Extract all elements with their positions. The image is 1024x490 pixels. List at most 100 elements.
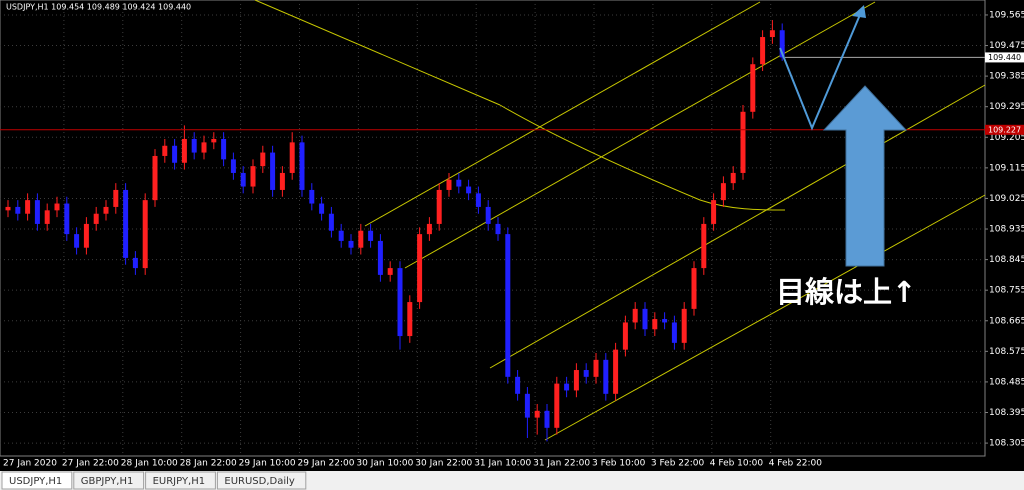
candle-body — [720, 183, 726, 201]
candle-body — [15, 206, 21, 214]
tab[interactable] — [73, 471, 145, 490]
y-tick-label: 108.395 — [989, 408, 1024, 418]
candle-body — [456, 179, 462, 187]
y-tick-label: 109.205 — [989, 133, 1024, 143]
candle-body — [240, 172, 246, 187]
candle-body — [466, 186, 472, 194]
candle-body — [603, 359, 609, 394]
candle-body — [34, 200, 40, 224]
forecast-path — [779, 9, 863, 131]
candle-body — [309, 189, 315, 204]
candle-body — [191, 138, 197, 153]
y-tick-label: 109.475 — [989, 41, 1024, 51]
moving-average — [499, 104, 786, 211]
channel-line — [544, 194, 986, 441]
candle-body — [230, 159, 236, 173]
candle-body — [564, 383, 570, 391]
candle-body — [358, 230, 364, 248]
candle-body — [54, 203, 60, 211]
x-tick-label: 28 Jan 10:00 — [121, 459, 178, 469]
y-tick-label: 108.935 — [989, 225, 1024, 235]
tabs: USDJPY,H1 GBPJPY,H1 EURJPY,H1 EURUSD,Daily — [1, 471, 307, 490]
y-tick-label: 108.485 — [989, 377, 1024, 387]
tab[interactable] — [145, 471, 216, 490]
trend-lines — [254, 0, 986, 441]
y-tick-label: 109.565 — [989, 10, 1024, 20]
channel-line — [489, 84, 986, 369]
candle-body — [387, 268, 393, 275]
candle-body — [338, 230, 344, 241]
chart-header: USDJPY,H1 109.454 109.489 109.424 109.44… — [6, 3, 191, 12]
candle-body — [436, 189, 442, 224]
candle-body — [103, 206, 109, 214]
candle-body — [221, 138, 227, 160]
candle-body — [730, 172, 736, 184]
tab[interactable] — [1, 471, 73, 490]
y-tick-label: 108.845 — [989, 255, 1024, 265]
candle-body — [446, 179, 452, 190]
tab-label[interactable]: USDJPY,H1 — [9, 476, 62, 487]
x-tick-label: 4 Feb 22:00 — [769, 459, 823, 469]
candle-body — [583, 370, 589, 377]
candle-body — [760, 37, 766, 65]
candle-body — [74, 234, 80, 248]
candle-body — [328, 213, 334, 231]
candle-body — [397, 268, 403, 337]
candle-body — [671, 322, 677, 343]
y-tick-label: 108.575 — [989, 347, 1024, 357]
level-price-label: 109.227 — [988, 125, 1021, 134]
level-price-tag — [985, 124, 1024, 135]
candle-body — [407, 302, 413, 337]
x-tick-label: 4 Feb 10:00 — [710, 459, 764, 469]
up-arrow — [822, 85, 908, 267]
candle-body — [691, 268, 697, 309]
tab-label[interactable]: EURUSD,Daily — [224, 476, 295, 487]
candle-body — [554, 383, 560, 428]
x-tick-label: 3 Feb 10:00 — [592, 459, 646, 469]
annotation: 目線は上↑ — [776, 275, 916, 309]
overlay — [0, 56, 985, 131]
candle-body — [64, 203, 70, 235]
x-tick-label: 28 Jan 22:00 — [180, 459, 237, 469]
candle-body — [622, 322, 628, 350]
y-tick-label: 109.295 — [989, 102, 1024, 112]
candle-body — [779, 30, 785, 58]
x-tick-label: 30 Jan 10:00 — [356, 459, 413, 469]
candle-body — [260, 152, 266, 167]
y-tick-label: 109.115 — [989, 163, 1024, 173]
candle-body — [505, 234, 511, 377]
x-tick-label: 29 Jan 10:00 — [239, 459, 296, 469]
candle-body — [642, 308, 648, 330]
y-tick-label: 109.025 — [989, 194, 1024, 204]
x-tick-label: 29 Jan 22:00 — [298, 459, 355, 469]
candle-body — [44, 210, 50, 224]
tab-label[interactable]: EURJPY,H1 — [153, 476, 206, 487]
candle-body — [132, 257, 138, 269]
candles — [5, 20, 785, 442]
candle-body — [534, 410, 540, 418]
candle-body — [573, 370, 579, 391]
candle-body — [426, 223, 432, 235]
candle-body — [5, 206, 11, 211]
candle-body — [377, 240, 383, 275]
candle-body — [250, 166, 256, 187]
y-tick-label: 108.755 — [989, 286, 1024, 296]
candle-body — [319, 203, 325, 214]
x-tick-label: 27 Jan 2020 — [3, 459, 57, 469]
candle-body — [769, 30, 775, 38]
x-tick-label: 30 Jan 22:00 — [415, 459, 472, 469]
candle-body — [93, 213, 99, 224]
candle-body — [495, 223, 501, 235]
x-tick-label: 31 Jan 10:00 — [474, 459, 531, 469]
candle-body — [701, 223, 707, 269]
tab-label[interactable]: GBPJPY,H1 — [81, 476, 134, 487]
channel-line — [364, 1, 761, 227]
candle-body — [485, 206, 491, 224]
candle-body — [113, 189, 119, 207]
tab[interactable] — [216, 471, 307, 490]
candle-body — [25, 200, 31, 214]
candle-body — [172, 145, 178, 163]
candle-body — [142, 200, 148, 269]
candle-body — [652, 319, 658, 330]
